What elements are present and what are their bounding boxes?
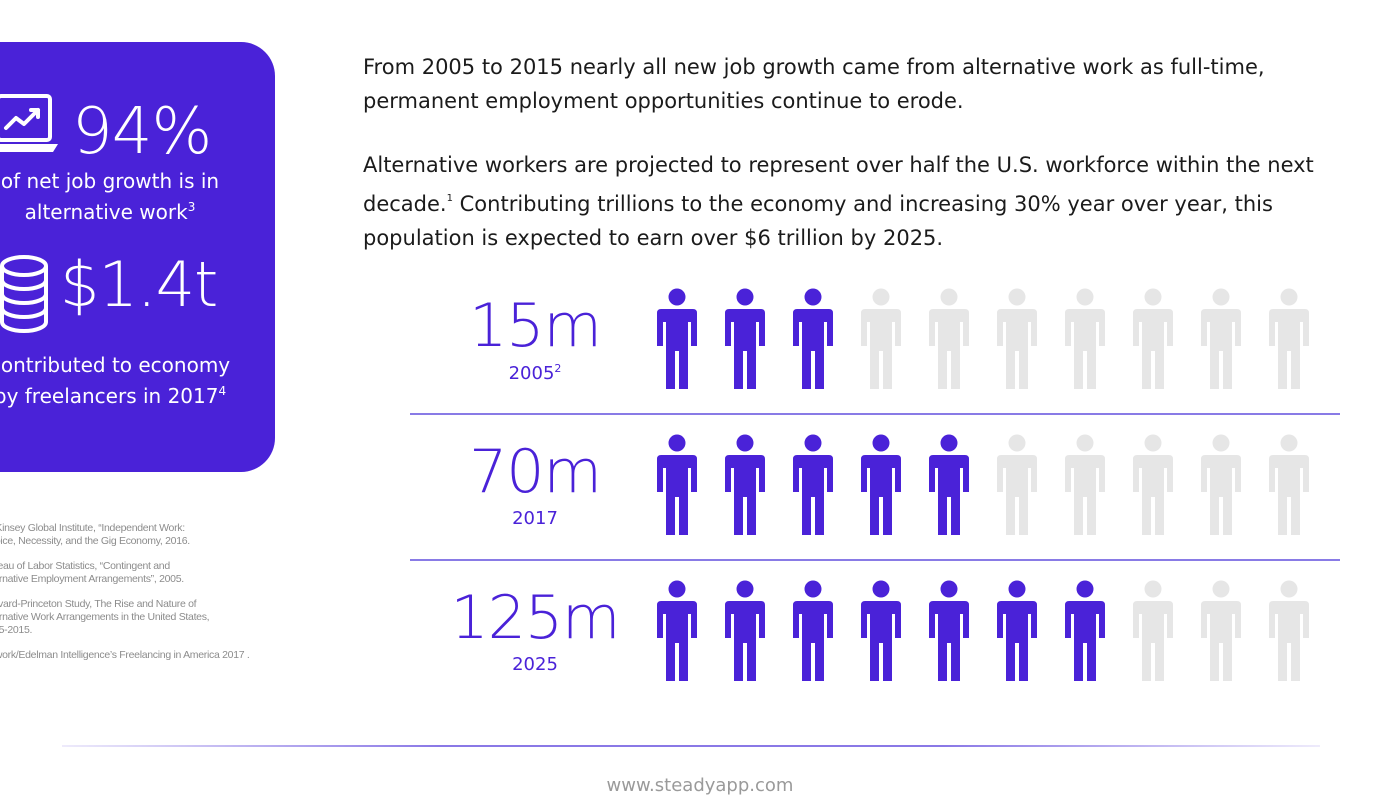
footnotes: McKinsey Global Institute, “Independent … [0,522,267,674]
economy-caption-line2: by freelancers in 2017 [0,384,219,408]
person-filled-icon [655,434,699,539]
intro-text: Alternative workers are projected to rep… [363,153,1314,177]
intro-text: Contributing trillions to the economy an… [452,192,1273,216]
person-empty-icon [927,288,971,393]
person-empty-icon [1267,580,1311,685]
person-empty-icon [1131,288,1175,393]
row-divider [410,413,1340,415]
person-filled-icon [723,288,767,393]
job-growth-value: 94% [72,95,212,169]
person-filled-icon [927,434,971,539]
row-year: 2017 [410,508,660,529]
person-filled-icon [995,580,1039,685]
person-empty-icon [995,434,1039,539]
footnote-text: Choice, Necessity, and the Gig Economy, … [0,535,190,547]
person-empty-icon [1063,434,1107,539]
coin-stack-icon [0,255,48,333]
person-empty-icon [995,288,1039,393]
person-filled-icon [791,434,835,539]
row-year-text: 2017 [512,508,558,529]
person-filled-icon [655,288,699,393]
economy-value: $1.4t [60,248,218,321]
person-filled-icon [1063,580,1107,685]
footnote-3: Harvard-Princeton Study, The Rise and Na… [0,598,267,637]
row-year: 2025 [410,654,660,675]
intro-text: decade. [363,192,447,216]
person-empty-icon [1267,434,1311,539]
person-empty-icon [1131,580,1175,685]
website-url: www.steadyapp.com [606,775,794,796]
person-filled-icon [791,580,835,685]
footnote-text: Harvard-Princeton Study, The Rise and Na… [0,598,197,610]
economy-caption-line1: contributed to economy [0,353,231,377]
footnote-text: McKinsey Global Institute, “Independent … [0,522,185,534]
intro-text: permanent employment opportunities conti… [363,89,964,113]
person-empty-icon [1131,434,1175,539]
people-figures [655,580,1335,685]
job-growth-caption: of net job growth is in alternative work… [0,168,260,225]
footnote-text: Upwork/Edelman Intelligence’s Freelancin… [0,649,250,661]
person-empty-icon [1199,288,1243,393]
row-number: 70m [469,437,602,507]
row-2017: 70m 2017 [410,426,1340,566]
intro-paragraph-1: From 2005 to 2015 nearly all new job gro… [363,50,1373,118]
footnote-text: Bureau of Labor Statistics, “Contingent … [0,560,170,572]
footnote-4: Upwork/Edelman Intelligence’s Freelancin… [0,649,267,662]
bottom-divider [62,745,1320,747]
person-empty-icon [1063,288,1107,393]
people-figures [655,434,1335,539]
row-number: 125m [450,583,621,653]
footnote-text: Alternative Employment Arrangements”, 20… [0,573,184,585]
person-filled-icon [723,434,767,539]
job-growth-caption-line2: alternative work [24,200,188,224]
person-filled-icon [859,434,903,539]
person-empty-icon [859,288,903,393]
footnote-1: McKinsey Global Institute, “Independent … [0,522,267,548]
footnote-ref: 1 [446,193,453,204]
row-divider [410,559,1340,561]
intro-paragraph-2: Alternative workers are projected to rep… [363,148,1373,255]
person-empty-icon [1267,288,1311,393]
intro-text: population is expected to earn over $6 t… [363,226,944,250]
economy-caption: contributed to economy by freelancers in… [0,352,260,409]
row-year: 20052 [410,362,660,384]
person-filled-icon [723,580,767,685]
footnote-text: 2005-2015. [0,624,33,636]
footnote-ref: 2 [554,362,562,375]
footnote-2: Bureau of Labor Statistics, “Contingent … [0,560,267,586]
row-2025: 125m 2025 [410,572,1340,712]
person-filled-icon [859,580,903,685]
footnote-ref: 4 [218,384,227,398]
footnote-text: Alternative Work Arrangements in the Uni… [0,611,210,623]
stats-card: 94% of net job growth is in alternative … [0,42,275,472]
job-growth-caption-line1: of net job growth is in [0,169,220,193]
footnote-ref: 3 [187,200,196,214]
intro-text: From 2005 to 2015 nearly all new job gro… [363,55,1265,79]
person-filled-icon [791,288,835,393]
row-number: 15m [469,291,602,361]
person-filled-icon [655,580,699,685]
laptop-chart-icon [0,94,58,152]
person-empty-icon [1199,580,1243,685]
person-empty-icon [1199,434,1243,539]
row-year-text: 2005 [508,363,555,384]
person-filled-icon [927,580,971,685]
row-year-text: 2025 [512,654,558,675]
people-figures [655,288,1335,393]
row-2005: 15m 20052 [410,280,1340,420]
